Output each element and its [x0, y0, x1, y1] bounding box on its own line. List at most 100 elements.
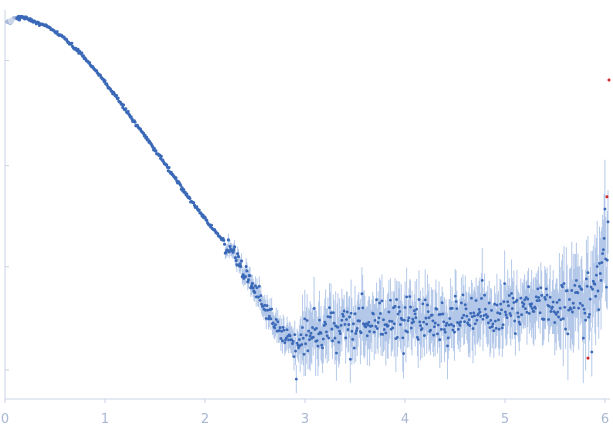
data-point — [414, 316, 418, 319]
data-point — [596, 289, 600, 293]
highlight-point-0 — [586, 356, 590, 360]
data-point — [458, 323, 462, 327]
data-point — [343, 323, 347, 326]
data-point — [499, 302, 503, 306]
data-point — [328, 315, 332, 319]
data-point — [444, 324, 448, 327]
data-point — [411, 317, 415, 321]
data-point — [263, 303, 267, 307]
data-point — [503, 282, 507, 286]
data-point — [574, 279, 578, 282]
data-point — [478, 310, 482, 314]
data-point — [292, 355, 296, 359]
data-point — [307, 329, 311, 333]
data-point — [315, 339, 319, 343]
axes — [4, 10, 610, 403]
data-point — [527, 312, 531, 315]
x-tick-label-4: 4 — [401, 412, 409, 427]
data-point — [588, 312, 591, 316]
data-point — [345, 310, 349, 314]
data-point — [354, 332, 358, 335]
data-point — [192, 201, 196, 205]
data-point — [474, 299, 478, 302]
data-point — [375, 327, 379, 330]
data-point — [593, 282, 597, 286]
data-point — [494, 326, 498, 330]
data-point — [248, 274, 252, 278]
data-point — [447, 323, 451, 327]
data-point — [578, 284, 581, 288]
data-point — [470, 315, 474, 319]
data-point — [264, 308, 267, 312]
data-point — [412, 309, 416, 313]
data-point — [105, 83, 109, 87]
data-point — [245, 269, 249, 273]
data-point — [594, 294, 598, 298]
data-point — [381, 333, 385, 336]
data-point — [569, 307, 573, 311]
data-point — [238, 262, 242, 266]
data-point — [441, 312, 445, 316]
data-point — [276, 320, 280, 324]
data-point — [427, 316, 431, 319]
data-point — [372, 330, 376, 334]
data-point — [255, 286, 259, 290]
data-point — [483, 307, 487, 311]
data-point — [370, 324, 374, 328]
data-point — [510, 292, 513, 295]
data-point — [591, 279, 595, 283]
data-point — [303, 317, 307, 321]
data-point — [133, 120, 137, 124]
data-point — [235, 263, 239, 267]
data-point — [291, 339, 295, 343]
data-point — [423, 298, 427, 302]
data-point — [534, 295, 538, 299]
x-tick-label-2: 2 — [201, 412, 209, 427]
data-point — [439, 327, 443, 331]
data-point — [167, 166, 171, 170]
data-point — [420, 327, 424, 330]
data-point — [558, 306, 562, 310]
data-point — [251, 286, 255, 290]
data-point — [487, 321, 490, 325]
data-point — [293, 333, 297, 337]
data-point — [549, 310, 553, 313]
data-point — [297, 338, 301, 341]
data-point — [565, 289, 569, 292]
data-point — [532, 310, 536, 313]
data-point — [361, 306, 365, 310]
data-point — [413, 312, 417, 316]
data-point — [332, 321, 336, 325]
data-point — [392, 322, 396, 326]
data-point — [325, 330, 328, 334]
data-point — [440, 301, 444, 305]
data-point — [451, 328, 455, 332]
data-point — [265, 304, 269, 307]
data-point — [449, 323, 453, 326]
data-point — [512, 301, 516, 304]
data-point — [429, 328, 432, 332]
data-point — [380, 299, 384, 303]
data-point — [375, 298, 378, 302]
data-point — [358, 319, 361, 323]
data-point — [507, 304, 510, 308]
data-point — [205, 218, 209, 222]
data-point — [456, 327, 460, 331]
data-point — [244, 264, 248, 269]
data-point — [387, 310, 391, 314]
data-point — [402, 318, 406, 322]
data-point — [518, 322, 522, 326]
data-point — [239, 259, 244, 263]
error-bars — [224, 159, 609, 394]
data-point — [353, 312, 357, 316]
data-point — [351, 337, 355, 341]
data-point — [540, 293, 544, 297]
data-point — [126, 110, 130, 114]
data-point — [373, 318, 377, 322]
data-point — [445, 321, 449, 325]
data-point — [342, 309, 346, 313]
data-point — [425, 322, 429, 326]
highlight-point-2 — [607, 78, 611, 82]
data-point — [231, 250, 235, 254]
